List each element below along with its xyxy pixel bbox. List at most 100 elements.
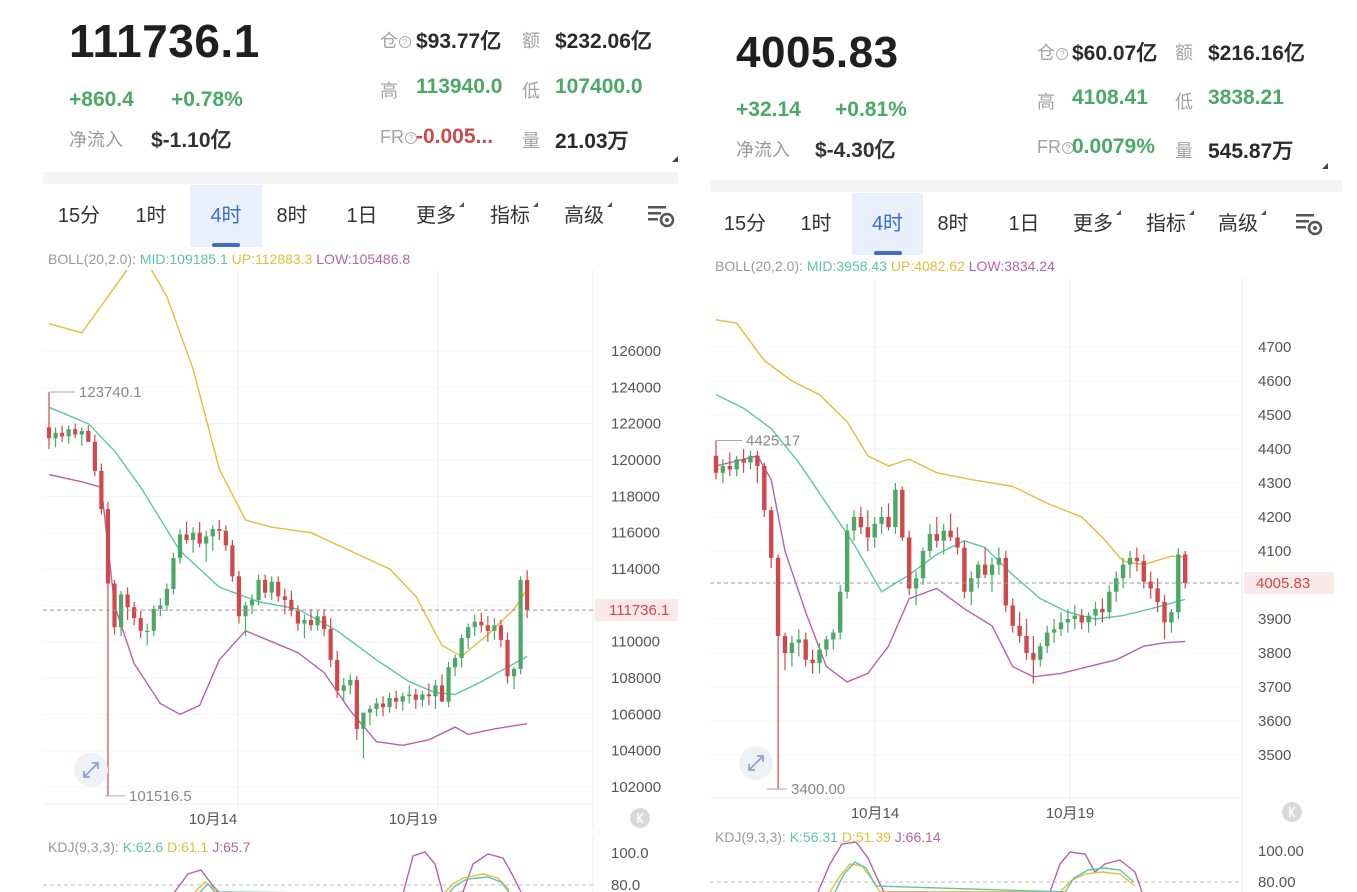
- candle: [948, 513, 953, 541]
- candle: [1051, 619, 1057, 643]
- tab-5[interactable]: 更多: [1060, 193, 1126, 255]
- tab-1[interactable]: 1时: [121, 185, 181, 247]
- candle: [1017, 612, 1022, 643]
- tab-3[interactable]: 8时: [262, 185, 322, 247]
- current-price-tag[interactable]: 111736.1: [609, 602, 669, 619]
- y-tick-label: 4100: [1258, 543, 1291, 560]
- tab-0[interactable]: 15分: [714, 193, 776, 255]
- vol-label: 量: [522, 131, 540, 151]
- tab-label: 8时: [937, 213, 969, 235]
- candle: [66, 425, 71, 444]
- candle: [713, 440, 719, 480]
- tab-4[interactable]: 1日: [332, 185, 392, 247]
- kdj-k: K:62.6: [122, 839, 164, 855]
- tab-7[interactable]: 高级: [552, 185, 616, 247]
- kdj-legend[interactable]: KDJ(9,3,3): K:62.6 D:61.1 J:65.7: [48, 839, 250, 855]
- kdj-j-line: [173, 851, 522, 892]
- candle: [73, 423, 78, 439]
- kdj-chart[interactable]: 100.00 80.00: [710, 824, 1342, 892]
- candle: [1058, 612, 1064, 636]
- netflow-label: 净流入: [69, 130, 123, 150]
- y-tick-label: 4500: [1258, 407, 1291, 424]
- candle: [796, 629, 801, 657]
- expand-corner-icon[interactable]: [672, 156, 678, 162]
- collapse-k-icon[interactable]: [630, 808, 650, 828]
- candle: [236, 570, 242, 624]
- chart-settings-icon[interactable]: [1294, 209, 1324, 239]
- tab-5[interactable]: 更多: [404, 185, 468, 247]
- chart-settings-icon[interactable]: [646, 201, 676, 231]
- candle: [913, 571, 919, 606]
- netflow-label: 净流入: [736, 140, 790, 160]
- kdj-chart[interactable]: 100.0 80.0: [43, 834, 678, 892]
- tab-4[interactable]: 1日: [993, 193, 1055, 255]
- vol-value: 21.03万: [555, 130, 629, 153]
- candle: [1086, 612, 1091, 633]
- boll-legend[interactable]: BOLL(20,2.0): MID:109185.1 UP:112883.3 L…: [48, 251, 410, 267]
- tab-2[interactable]: 4时: [190, 185, 262, 247]
- candle: [1038, 642, 1043, 667]
- fr-label[interactable]: FR?: [380, 127, 417, 148]
- tab-7[interactable]: 高级: [1205, 193, 1271, 255]
- kdj-j: J:65.7: [212, 839, 251, 855]
- amount-label: 额: [1175, 43, 1193, 63]
- y-tick-label: 116000: [611, 525, 660, 542]
- tab-label: 更多: [1073, 210, 1121, 235]
- low-label: 低: [1175, 92, 1193, 112]
- candle: [53, 427, 58, 448]
- expand-arrows-icon[interactable]: [739, 746, 773, 780]
- low-value: 3838.21: [1208, 86, 1284, 109]
- tab-2[interactable]: 4时: [852, 193, 923, 255]
- active-tab-underline: [873, 251, 902, 255]
- fr-label[interactable]: FR?: [1037, 137, 1074, 158]
- current-price-tag[interactable]: 4005.83: [1256, 575, 1310, 592]
- boll-legend[interactable]: BOLL(20,2.0): MID:3958.43 UP:4082.62 LOW…: [715, 258, 1055, 274]
- tab-6[interactable]: 指标: [478, 185, 542, 247]
- candle: [907, 530, 912, 596]
- candle: [865, 510, 870, 551]
- candle: [769, 506, 774, 568]
- last-price: 4005.83: [736, 28, 899, 77]
- collapse-k-icon[interactable]: [1282, 802, 1302, 822]
- candle: [197, 521, 202, 548]
- oi-label[interactable]: 仓?: [380, 27, 411, 53]
- candle: [1141, 554, 1146, 589]
- candle: [1024, 619, 1029, 660]
- tab-label: 指标: [490, 202, 538, 227]
- tab-6[interactable]: 指标: [1133, 193, 1199, 255]
- boll-mid-line: [48, 406, 528, 696]
- expand-arrows-icon[interactable]: [74, 753, 108, 787]
- candle: [308, 609, 314, 631]
- candle: [920, 547, 926, 585]
- candle: [1045, 625, 1050, 653]
- tab-0[interactable]: 15分: [49, 185, 109, 247]
- tab-label: 高级: [1218, 210, 1266, 235]
- candle: [1072, 605, 1077, 630]
- oi-label[interactable]: 仓?: [1037, 39, 1068, 65]
- last-price: 111736.1: [69, 15, 260, 67]
- candle: [1162, 595, 1167, 640]
- y-tick-label: 120000: [611, 452, 661, 469]
- tab-3[interactable]: 8时: [922, 193, 984, 255]
- candle: [782, 632, 788, 670]
- candle: [872, 517, 877, 548]
- high-label: 高: [1037, 92, 1055, 112]
- candlestick-chart[interactable]: 4700 4600 4500 4400 4300 4200 4100 3900 3800 3700…: [710, 278, 1342, 824]
- candle: [374, 698, 379, 717]
- candlestick-chart[interactable]: 126000 124000 122000 120000 118000 116000 1140…: [43, 270, 678, 830]
- kdj-legend[interactable]: KDJ(9,3,3): K:56.31 D:51.39 J:66.14: [715, 829, 941, 845]
- tab-1[interactable]: 1时: [786, 193, 846, 255]
- candle: [302, 614, 307, 639]
- candle: [1003, 551, 1008, 613]
- tab-label: 1时: [135, 205, 167, 227]
- change-pct: +0.78%: [171, 88, 243, 111]
- expand-corner-icon[interactable]: [1322, 163, 1328, 169]
- eth-chart-panel: 4005.83 +32.14 +0.81% 净流入 $-4.30亿 仓? $60…: [710, 0, 1342, 892]
- amount-value: $232.06亿: [555, 30, 652, 53]
- active-tab-underline: [212, 243, 240, 247]
- tab-label: 15分: [57, 205, 101, 227]
- candle: [269, 576, 274, 600]
- candle: [824, 636, 829, 657]
- candle: [466, 623, 471, 649]
- candle: [105, 501, 111, 796]
